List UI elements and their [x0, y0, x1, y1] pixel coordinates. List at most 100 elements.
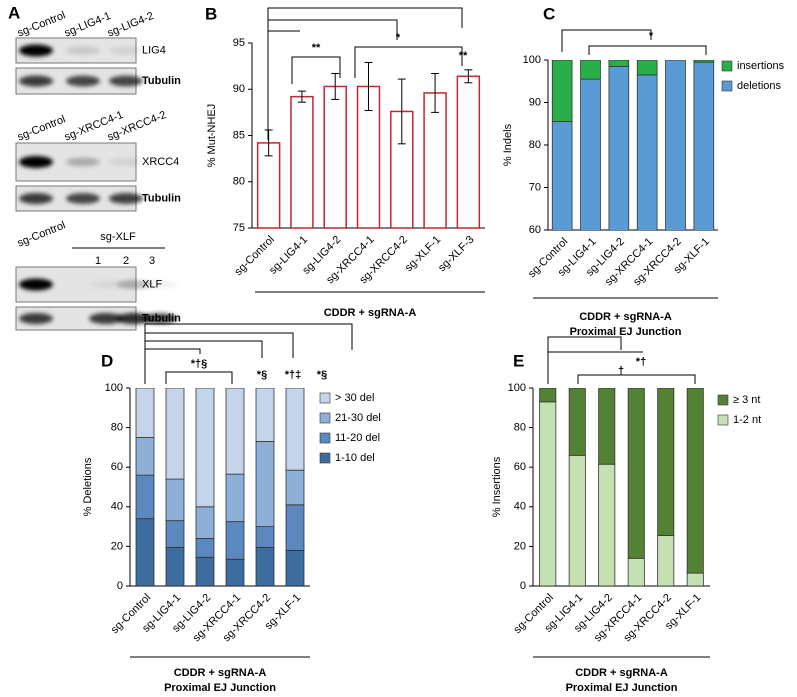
lane-label: sg-Control	[16, 113, 68, 143]
annotation: **	[312, 42, 321, 54]
y-tick-label: 60	[529, 224, 541, 236]
bar-segment	[686, 388, 704, 574]
significance-bracket	[144, 348, 201, 384]
error-bar	[297, 90, 306, 103]
significance-bracket	[561, 29, 652, 52]
y-tick-label: 60	[514, 461, 526, 473]
blot-band	[89, 280, 123, 289]
bar-segment	[165, 388, 185, 480]
legend-swatch	[717, 414, 729, 426]
x-axis-label: Proximal EJ Junction	[570, 326, 682, 338]
blot-band	[66, 193, 100, 204]
significance-bracket	[577, 374, 696, 384]
lane-label: sg-Control	[16, 9, 68, 39]
bar-segment	[285, 388, 305, 471]
bar	[423, 92, 447, 229]
bar-segment	[255, 546, 275, 586]
bar-segment	[135, 437, 155, 476]
blot-band	[109, 46, 143, 55]
bar-segment	[255, 441, 275, 527]
y-tick-label: 85	[233, 129, 245, 141]
legend-label: 1-10 del	[335, 452, 375, 464]
y-tick-label: 0	[520, 580, 526, 592]
row-label: Tubulin	[142, 312, 181, 324]
y-axis-label: % Insertions	[491, 456, 503, 517]
error-bar	[397, 78, 406, 145]
lane-label: 2	[123, 255, 129, 267]
legend-label: 1-2 nt	[733, 414, 761, 426]
blot-band	[117, 280, 151, 289]
y-tick-label: 100	[508, 382, 526, 394]
significance-bracket	[588, 45, 707, 55]
blot-band	[117, 312, 151, 325]
y-tick-label: 20	[514, 540, 526, 552]
blot-band	[143, 313, 177, 324]
error-bar	[264, 129, 273, 157]
bar-segment	[657, 388, 675, 536]
legend-swatch	[717, 394, 729, 406]
bar-segment	[665, 60, 686, 230]
y-tick-label: 20	[111, 540, 123, 552]
x-tick-label: sg-XLF-3	[436, 234, 476, 274]
bar-segment	[195, 538, 215, 558]
panel-label: B	[205, 4, 217, 23]
bar-segment	[195, 388, 215, 508]
annotation: *†§	[191, 358, 208, 370]
lane-label: sg-LIG4-1	[63, 10, 113, 39]
x-axis-label: CDDR + sgRNA-A	[324, 307, 417, 319]
x-axis-label: Proximal EJ Junction	[566, 682, 678, 694]
y-tick-label: 100	[105, 382, 123, 394]
legend-swatch	[721, 80, 733, 92]
lane-label: 1	[95, 255, 101, 267]
y-tick-label: 80	[233, 176, 245, 188]
blot-band	[19, 278, 53, 291]
legend-label: insertions	[737, 60, 785, 72]
annotation: **	[459, 50, 468, 62]
bar-segment	[165, 520, 185, 548]
blot-band	[66, 75, 100, 87]
legend-swatch	[319, 452, 331, 464]
legend-label: 21-30 del	[335, 412, 381, 424]
panel-label: E	[513, 351, 524, 370]
x-axis-label: CDDR + sgRNA-A	[575, 667, 668, 679]
blot-band	[19, 156, 53, 168]
y-axis-label: % Mut-NHEJ	[206, 104, 218, 168]
bar-segment	[225, 521, 245, 560]
significance-bracket	[354, 46, 463, 78]
legend-label: > 30 del	[335, 392, 374, 404]
bar-segment	[539, 388, 557, 403]
y-axis-label: % Deletions	[82, 457, 94, 516]
panel-label: A	[8, 3, 20, 22]
bar-segment	[165, 478, 185, 522]
significance-bracket	[267, 30, 300, 140]
bar-segment	[598, 388, 616, 465]
legend-label: 11-20 del	[335, 432, 380, 444]
bar-segment	[568, 388, 586, 456]
blot-band	[66, 157, 100, 167]
panel-label: D	[101, 351, 113, 370]
y-tick-label: 80	[514, 422, 526, 434]
error-bar	[431, 73, 440, 113]
annotation: *	[649, 30, 654, 42]
bar-segment	[225, 388, 245, 475]
error-bar	[331, 73, 340, 100]
y-tick-label: 100	[523, 54, 541, 66]
annotation: †	[618, 365, 624, 377]
bar-segment	[693, 60, 715, 63]
blot-band	[109, 75, 143, 87]
row-label: XRCC4	[142, 156, 179, 168]
blot-band	[66, 46, 100, 55]
bar-segment	[686, 572, 704, 586]
y-tick-label: 80	[111, 422, 123, 434]
bar-segment	[135, 518, 155, 586]
bar-segment	[598, 463, 616, 586]
error-bar	[464, 69, 473, 84]
y-tick-label: 80	[529, 139, 541, 151]
blot-band	[109, 157, 143, 167]
significance-bracket	[291, 56, 341, 84]
significance-bracket	[547, 337, 643, 353]
annotation: *	[396, 32, 401, 44]
lane-label: sg-LIG4-2	[106, 10, 156, 39]
row-label: Tubulin	[142, 75, 181, 87]
y-tick-label: 70	[529, 181, 541, 193]
